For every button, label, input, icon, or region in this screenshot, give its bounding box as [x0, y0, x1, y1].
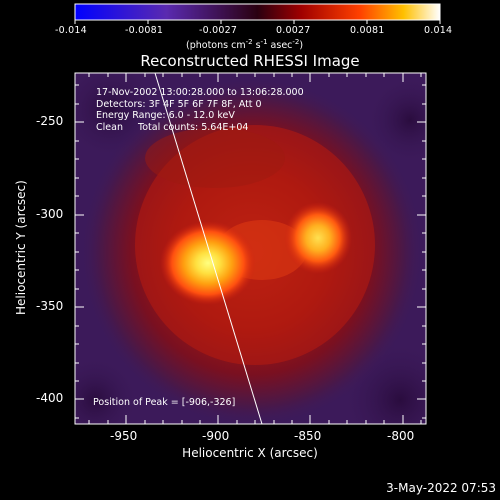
x-tick-label: -850 — [294, 429, 322, 443]
clean-counts-text: Clean Total counts: 5.64E+04 — [96, 121, 249, 133]
time-range-text: 17-Nov-2002 13:00:28.000 to 13:06:28.000 — [96, 87, 304, 98]
axis-ticks — [75, 73, 426, 424]
observation-info: 17-Nov-2002 13:00:28.000 to 13:06:28.000… — [96, 87, 304, 133]
image-map — [75, 73, 426, 424]
y-tick-label: -300 — [36, 207, 64, 221]
hxr-source-2 — [284, 202, 352, 274]
colorbar-tick-label: -0.0027 — [199, 25, 238, 36]
colorbar-tick-label: 0.0027 — [276, 25, 311, 36]
colorbar — [74, 3, 441, 24]
x-axis-label: Heliocentric X (arcsec) — [182, 446, 318, 460]
x-tick-label: -950 — [110, 429, 138, 443]
x-tick-label: -900 — [202, 429, 230, 443]
solar-limb-line — [154, 73, 263, 424]
plot-frame — [74, 72, 427, 425]
date-stamp: 3-May-2022 07:53 — [386, 481, 496, 495]
y-axis-label: Heliocentric Y (arcsec) — [14, 180, 28, 315]
colorbar-tick-label: -0.0081 — [125, 25, 164, 36]
x-tick-label: -800 — [387, 429, 415, 443]
hxr-source-1 — [160, 221, 256, 305]
colorbar-gradient — [74, 3, 441, 21]
y-tick-label: -250 — [36, 114, 64, 128]
y-tick-label: -400 — [36, 391, 64, 405]
colorbar-units: (photons cm-2 s-1 asec-2) — [186, 38, 304, 52]
energy-range-text: Energy Range: 6.0 - 12.0 keV — [96, 110, 235, 121]
colorbar-tick-label: 0.0081 — [350, 25, 385, 36]
colorbar-tick-label: -0.014 — [55, 25, 87, 36]
colorbar-tick-label: 0.014 — [424, 25, 453, 36]
peak-position-text: Position of Peak = [-906,-326] — [93, 397, 236, 408]
detectors-text: Detectors: 3F 4F 5F 6F 7F 8F, Att 0 — [96, 98, 262, 110]
y-tick-label: -350 — [36, 299, 64, 313]
image-title: Reconstructed RHESSI Image — [140, 52, 360, 70]
colorbar-ticks — [74, 20, 441, 24]
